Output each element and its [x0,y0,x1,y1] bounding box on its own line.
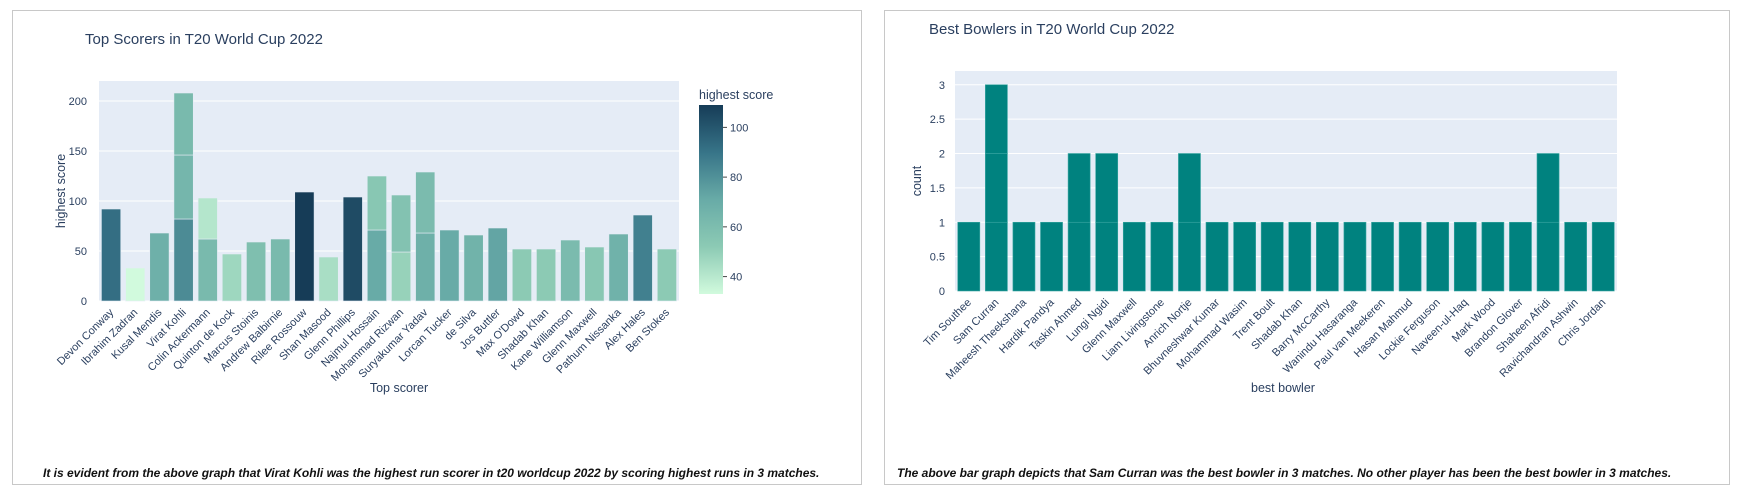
bar [1012,221,1036,292]
bar [1095,221,1119,292]
bar [985,153,1008,223]
bar [1536,153,1560,223]
colorbar-title: highest score [699,88,773,102]
bar [1067,221,1091,292]
bar [149,232,170,302]
best-bowlers-chart: Best Bowlers in T20 World Cup 2022 best … [910,21,1617,395]
bar [439,229,460,302]
x-axis-label: Top scorer [370,381,428,395]
bar [342,196,363,302]
bar [1040,221,1063,292]
bar [366,229,387,302]
y-axis-label: highest score [54,154,68,228]
bar [985,84,1008,154]
bar [1398,221,1422,292]
bar [197,197,218,240]
bar [270,238,291,302]
bar [536,248,557,302]
bar [1178,153,1201,223]
chart-title: Top Scorers in T20 World Cup 2022 [85,31,323,48]
bar [391,251,412,302]
bar [1122,221,1146,292]
bar [173,154,194,220]
y-tick-label: 0 [939,286,945,298]
x-axis-label: best bowler [1251,381,1315,395]
bar [511,248,532,302]
bar [391,194,412,253]
top-scorers-panel: Top Scorers in T20 World Cup 2022 Top sc… [12,10,862,485]
bar [957,221,981,292]
bar [415,171,436,234]
bar [1371,221,1394,292]
colorbar-tick-label: 100 [730,122,748,134]
bar [1481,221,1505,292]
bar [101,208,122,302]
bar [1288,221,1312,292]
y-tick-label: 0 [81,296,87,308]
bar [125,267,146,302]
y-axis-label: count [910,165,924,196]
bar [294,191,315,302]
bar [560,239,581,302]
y-tick-label: 200 [69,96,87,108]
y-tick-label: 0.5 [930,252,945,264]
chart-caption: The above bar graph depicts that Sam Cur… [897,466,1672,480]
bar [246,241,267,302]
bar [366,175,387,231]
bar [463,234,484,302]
plot-background [955,71,1617,291]
y-tick-label: 3 [939,80,945,92]
bar [1426,221,1450,292]
bar [1260,221,1284,292]
bar [1178,221,1201,292]
best-bowlers-panel: Best Bowlers in T20 World Cup 2022 best … [884,10,1730,485]
bar [1205,221,1229,292]
bar [632,214,653,302]
colorbar-tick-label: 40 [730,272,742,284]
bar [1316,221,1339,292]
y-tick-label: 1 [939,217,945,229]
bar [1343,221,1367,292]
y-tick-label: 100 [69,196,87,208]
chart-caption: It is evident from the above graph that … [43,466,820,480]
bar [1150,221,1174,292]
bar [197,238,218,302]
bar [487,227,508,302]
top-scorers-chart: Top Scorers in T20 World Cup 2022 Top sc… [54,31,773,395]
plot-background [99,81,679,301]
bar [1509,221,1532,292]
colorbar-tick-label: 60 [730,222,742,234]
bar [1095,153,1119,223]
bar [221,253,242,302]
bar [584,246,605,302]
y-tick-label: 1.5 [930,183,945,195]
colorbar-tick-label: 80 [730,172,742,184]
chart-title: Best Bowlers in T20 World Cup 2022 [929,21,1174,38]
y-tick-label: 2.5 [930,114,945,126]
bar [1564,221,1587,292]
bar [1453,221,1477,292]
bar [608,233,629,302]
colorbar [699,105,723,294]
bar [1591,221,1615,292]
bar [1067,153,1091,223]
bar [1536,221,1560,292]
bar [985,221,1008,292]
bar [173,218,194,302]
y-tick-label: 150 [69,146,87,158]
y-tick-label: 2 [939,149,945,161]
y-tick-label: 50 [75,246,87,258]
bar [173,92,194,156]
bar [415,232,436,302]
bar [318,256,339,302]
bar [1233,221,1256,292]
bar [656,248,677,302]
